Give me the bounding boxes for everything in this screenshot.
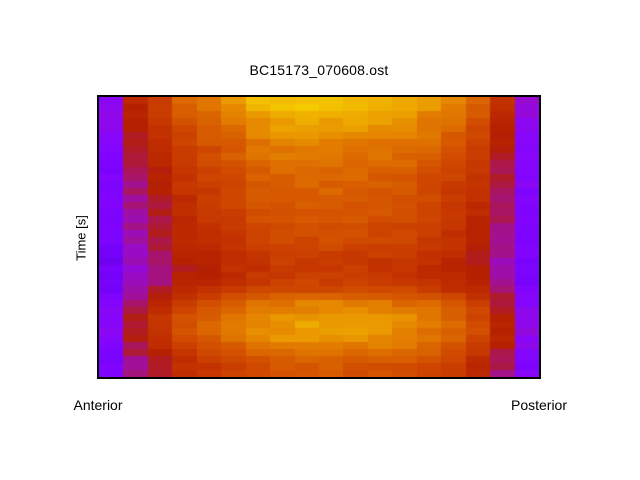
heatmap-canvas [99,97,539,377]
y-axis-label: Time [s] [73,215,89,261]
heatmap-plot-area [97,95,541,379]
x-axis-label-posterior: Posterior [510,397,568,413]
chart-title: BC15173_070608.ost [249,62,389,78]
x-axis-label-anterior: Anterior [73,397,123,413]
